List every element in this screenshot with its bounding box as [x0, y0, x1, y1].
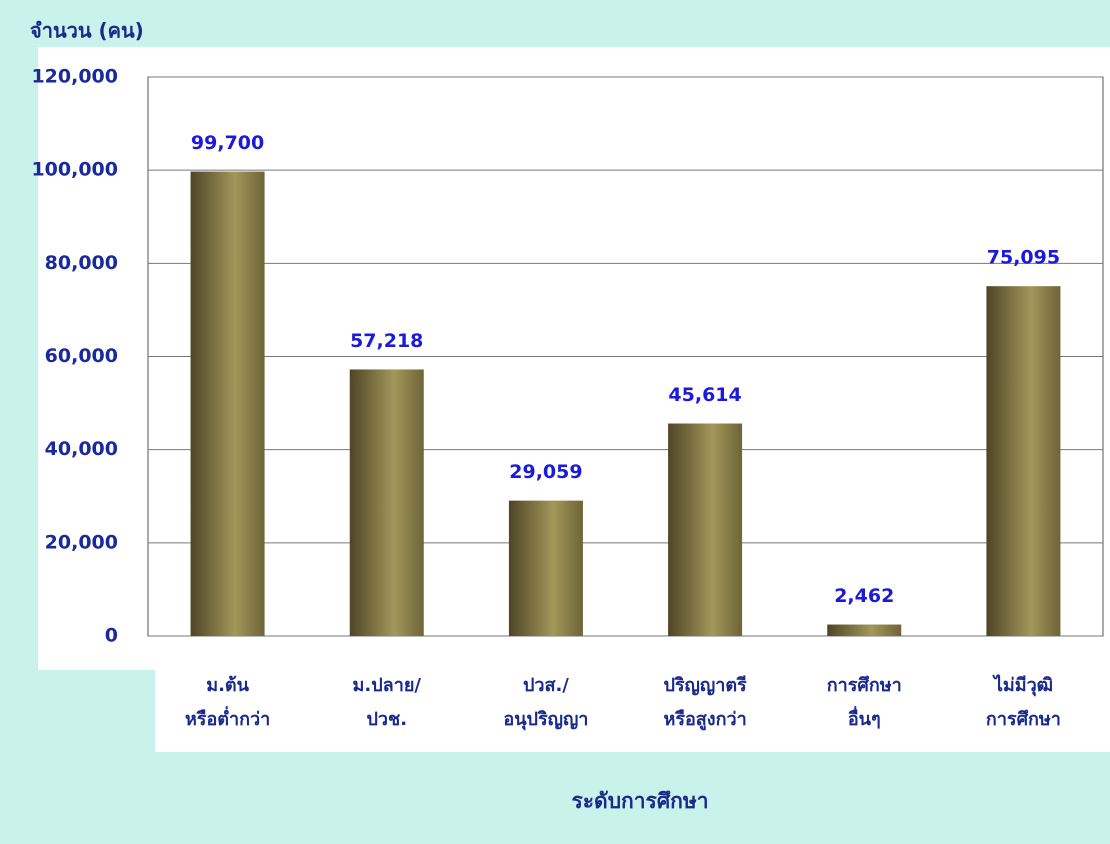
x-tick-line: ปริญญาตรี — [663, 675, 747, 696]
x-tick-line: ม.ต้น — [206, 675, 249, 696]
value-label: 29,059 — [509, 461, 582, 483]
y-tick-label: 100,000 — [31, 159, 118, 181]
y-axis-title: จำนวน (คน) — [30, 19, 144, 43]
y-tick-label: 60,000 — [45, 345, 118, 367]
y-tick-label: 20,000 — [45, 531, 118, 553]
x-tick-line: การศึกษา — [827, 675, 902, 696]
x-tick-label: การศึกษาอื่นๆ — [827, 675, 902, 730]
value-label: 75,095 — [987, 247, 1060, 269]
y-tick-label: 0 — [105, 625, 118, 647]
x-axis-title: ระดับการศึกษา — [572, 789, 709, 813]
bar — [986, 286, 1061, 636]
x-tick-line: ม.ปลาย/ — [353, 675, 422, 696]
value-label: 57,218 — [350, 330, 423, 352]
y-tick-label: 40,000 — [45, 438, 118, 460]
value-label: 45,614 — [668, 384, 741, 406]
bar — [349, 369, 424, 636]
value-label: 2,462 — [834, 585, 894, 607]
x-tick-label: ปวส./ อนุปริญญา — [503, 675, 588, 731]
x-tick-line: หรือต่ำกว่า — [185, 706, 270, 730]
bar — [668, 423, 743, 636]
x-tick-label: ม.ปลาย/ปวช. — [353, 675, 422, 730]
bar — [190, 171, 265, 637]
x-tick-line: หรือสูงกว่า — [663, 709, 746, 731]
bar — [508, 500, 583, 636]
value-label: 99,700 — [191, 132, 264, 154]
label-panel — [155, 670, 1110, 752]
x-tick-label: ไม่มีวุฒิการศึกษา — [986, 674, 1061, 730]
x-tick-line: ปวช. — [366, 709, 407, 730]
x-tick-line: ไม่มีวุฒิ — [992, 674, 1053, 697]
x-tick-label: ปริญญาตรีหรือสูงกว่า — [663, 675, 747, 731]
x-tick-line: อื่นๆ — [848, 706, 881, 730]
x-tick-label: ม.ต้นหรือต่ำกว่า — [185, 675, 270, 730]
bar — [827, 624, 902, 636]
x-tick-line: อนุปริญญา — [503, 709, 588, 731]
y-tick-label: 80,000 — [45, 252, 118, 274]
x-tick-line: ปวส./ — [523, 675, 569, 696]
y-tick-label: 120,000 — [31, 66, 118, 88]
x-tick-line: การศึกษา — [986, 709, 1061, 730]
